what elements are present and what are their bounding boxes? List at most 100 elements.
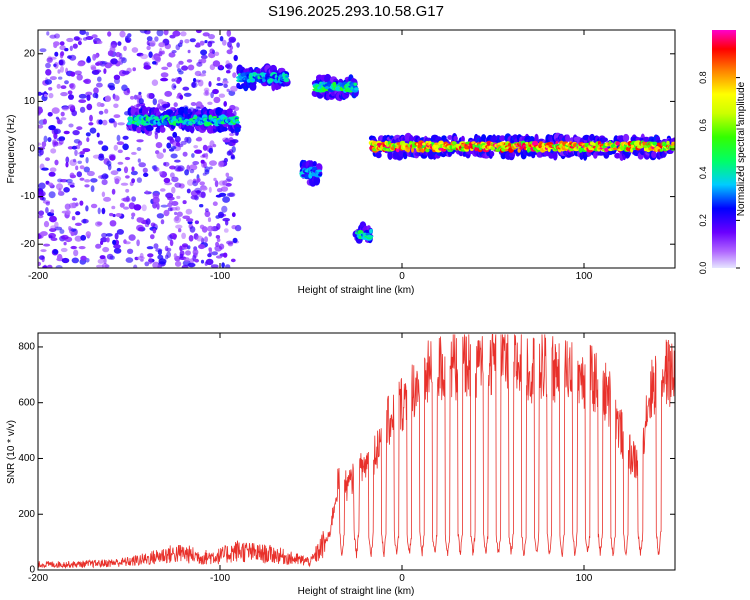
- heatmap-cell: [160, 219, 165, 225]
- heatmap-cell: [103, 196, 112, 202]
- colorbar-gradient: [712, 30, 736, 268]
- heatmap-cell: [86, 137, 90, 143]
- heatmap-cell: [613, 147, 618, 151]
- heatmap-cell: [95, 221, 102, 227]
- heatmap-cell: [200, 58, 207, 64]
- heatmap-cell: [111, 188, 116, 195]
- heatmap-cell: [200, 54, 208, 60]
- heatmap-cell: [216, 188, 223, 193]
- heatmap-cell: [48, 182, 54, 187]
- heatmap-cell: [59, 41, 65, 46]
- heatmap-cell: [85, 36, 94, 40]
- heatmap-cell: [204, 210, 211, 218]
- heatmap-halo: [601, 137, 608, 142]
- colorbar-axes: 0.0 0.2 0.4 0.6 0.8: [698, 71, 740, 274]
- heatmap-cell: [192, 248, 199, 256]
- heatmap-cell: [208, 147, 213, 154]
- heatmap-cell: [131, 212, 136, 217]
- heatmap-cell: [202, 144, 208, 151]
- heatmap-cell: [229, 132, 235, 137]
- heatmap-cell: [195, 106, 202, 110]
- heatmap-cell: [142, 167, 148, 173]
- heatmap-cell: [226, 176, 234, 182]
- heatmap-cell: [225, 172, 230, 177]
- heatmap-cell: [175, 206, 181, 211]
- heatmap-cell: [194, 258, 199, 263]
- heatmap-cell: [201, 226, 208, 233]
- heatmap-cell: [354, 87, 359, 91]
- heatmap-cell: [74, 70, 82, 76]
- heatmap-cell: [63, 130, 70, 135]
- snr-axes: -200 -100 0 100 0 200 400 600 800: [18, 333, 675, 584]
- heatmap-cell: [176, 195, 181, 199]
- chart-title: S196.2025.293.10.58.G17: [268, 3, 444, 20]
- heatmap-cell: [174, 215, 180, 222]
- heatmap-cell: [59, 179, 68, 183]
- heatmap-cell: [60, 234, 69, 240]
- heatmap-cell: [146, 36, 153, 42]
- heatmap-cell: [70, 71, 76, 77]
- heatmap-cell: [38, 182, 46, 190]
- heatmap-cell: [74, 235, 83, 242]
- heatmap-cell: [218, 93, 226, 98]
- heatmap-cell: [199, 40, 205, 46]
- heatmap-cell: [136, 239, 140, 247]
- heatmap-cell: [525, 141, 529, 145]
- heatmap-cell: [96, 132, 100, 138]
- heatmap-cell: [97, 76, 102, 82]
- heatmap-cell: [123, 166, 129, 174]
- heatmap-cell: [113, 74, 121, 81]
- heatmap-cell: [71, 110, 77, 117]
- heatmap-cell: [85, 91, 93, 96]
- heatmap-cell: [45, 207, 49, 214]
- heatmap-cell: [155, 142, 163, 149]
- heatmap-cell: [100, 174, 105, 180]
- heatmap-cell: [136, 139, 144, 143]
- heatmap-cell: [123, 45, 127, 52]
- heatmap-cell: [236, 42, 240, 48]
- heatmap-cell: [205, 208, 209, 213]
- heatmap-cell: [110, 58, 118, 65]
- y-tick-label: 200: [18, 509, 35, 520]
- heatmap-cell: [106, 253, 114, 260]
- heatmap-cell: [64, 203, 71, 210]
- heatmap-cell: [79, 30, 86, 35]
- heatmap-cell: [75, 202, 79, 207]
- heatmap-cell: [194, 149, 203, 154]
- heatmap-cell: [80, 234, 87, 241]
- heatmap-cell: [96, 102, 102, 107]
- heatmap-cell: [47, 112, 53, 117]
- heatmap-cell: [181, 264, 189, 268]
- heatmap-cell: [207, 41, 213, 48]
- heatmap-cell: [231, 139, 239, 144]
- heatmap-halo: [481, 134, 487, 142]
- heatmap-cell: [154, 36, 159, 42]
- heatmap-cell: [113, 247, 122, 254]
- heatmap-cell: [223, 228, 229, 233]
- heatmap-cell: [131, 178, 136, 184]
- heatmap-cell: [223, 157, 228, 163]
- heatmap-cell: [86, 103, 93, 111]
- heatmap-cell: [176, 79, 181, 84]
- heatmap-cell: [285, 75, 290, 78]
- heatmap-cell: [189, 38, 196, 43]
- heatmap-cell: [210, 91, 214, 99]
- heatmap-cell: [176, 211, 183, 217]
- heatmap-cell: [90, 203, 98, 209]
- heatmap-cell: [225, 64, 231, 69]
- heatmap-cell: [116, 134, 121, 142]
- heatmap-cell: [43, 135, 48, 143]
- heatmap-cell: [223, 83, 228, 89]
- heatmap-cell: [122, 135, 129, 140]
- heatmap-feature-3: [299, 159, 323, 187]
- heatmap-cell: [105, 233, 113, 237]
- heatmap-cell: [48, 92, 54, 99]
- heatmap-cell: [151, 54, 160, 61]
- heatmap-cell: [150, 234, 155, 240]
- heatmap-cell: [615, 141, 620, 146]
- heatmap-cell: [79, 106, 86, 113]
- heatmap-cell: [179, 39, 184, 45]
- heatmap-cell: [200, 191, 206, 199]
- heatmap-cell: [163, 209, 170, 217]
- heatmap-cell: [49, 76, 57, 81]
